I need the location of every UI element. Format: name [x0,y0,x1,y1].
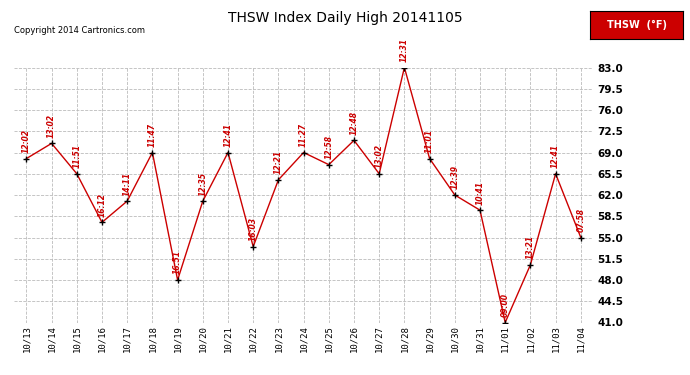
Text: 11:01: 11:01 [425,129,434,153]
Text: 13:21: 13:21 [526,235,535,259]
Text: 11:51: 11:51 [72,144,81,168]
Text: 13:02: 13:02 [47,114,56,138]
Text: THSW  (°F): THSW (°F) [607,20,667,30]
Text: 16:03: 16:03 [248,217,257,241]
Text: Copyright 2014 Cartronics.com: Copyright 2014 Cartronics.com [14,26,145,35]
Text: 12:02: 12:02 [22,129,31,153]
Text: 14:11: 14:11 [123,171,132,195]
Text: 12:48: 12:48 [350,111,359,135]
Text: 12:58: 12:58 [324,135,333,159]
Text: 12:39: 12:39 [451,165,460,189]
Text: 10:41: 10:41 [475,181,484,205]
Text: 12:35: 12:35 [198,171,207,195]
Text: 11:47: 11:47 [148,123,157,147]
Text: 16:12: 16:12 [97,193,106,217]
Text: 12:41: 12:41 [224,123,233,147]
Text: 11:27: 11:27 [299,123,308,147]
Text: 12:41: 12:41 [551,144,560,168]
Text: 12:31: 12:31 [400,38,409,62]
Text: 12:21: 12:21 [274,150,283,174]
Text: 16:51: 16:51 [173,251,182,274]
Text: 07:58: 07:58 [576,208,585,232]
Text: 09:00: 09:00 [501,293,510,317]
Text: 13:02: 13:02 [375,144,384,168]
Text: THSW Index Daily High 20141105: THSW Index Daily High 20141105 [228,11,462,25]
